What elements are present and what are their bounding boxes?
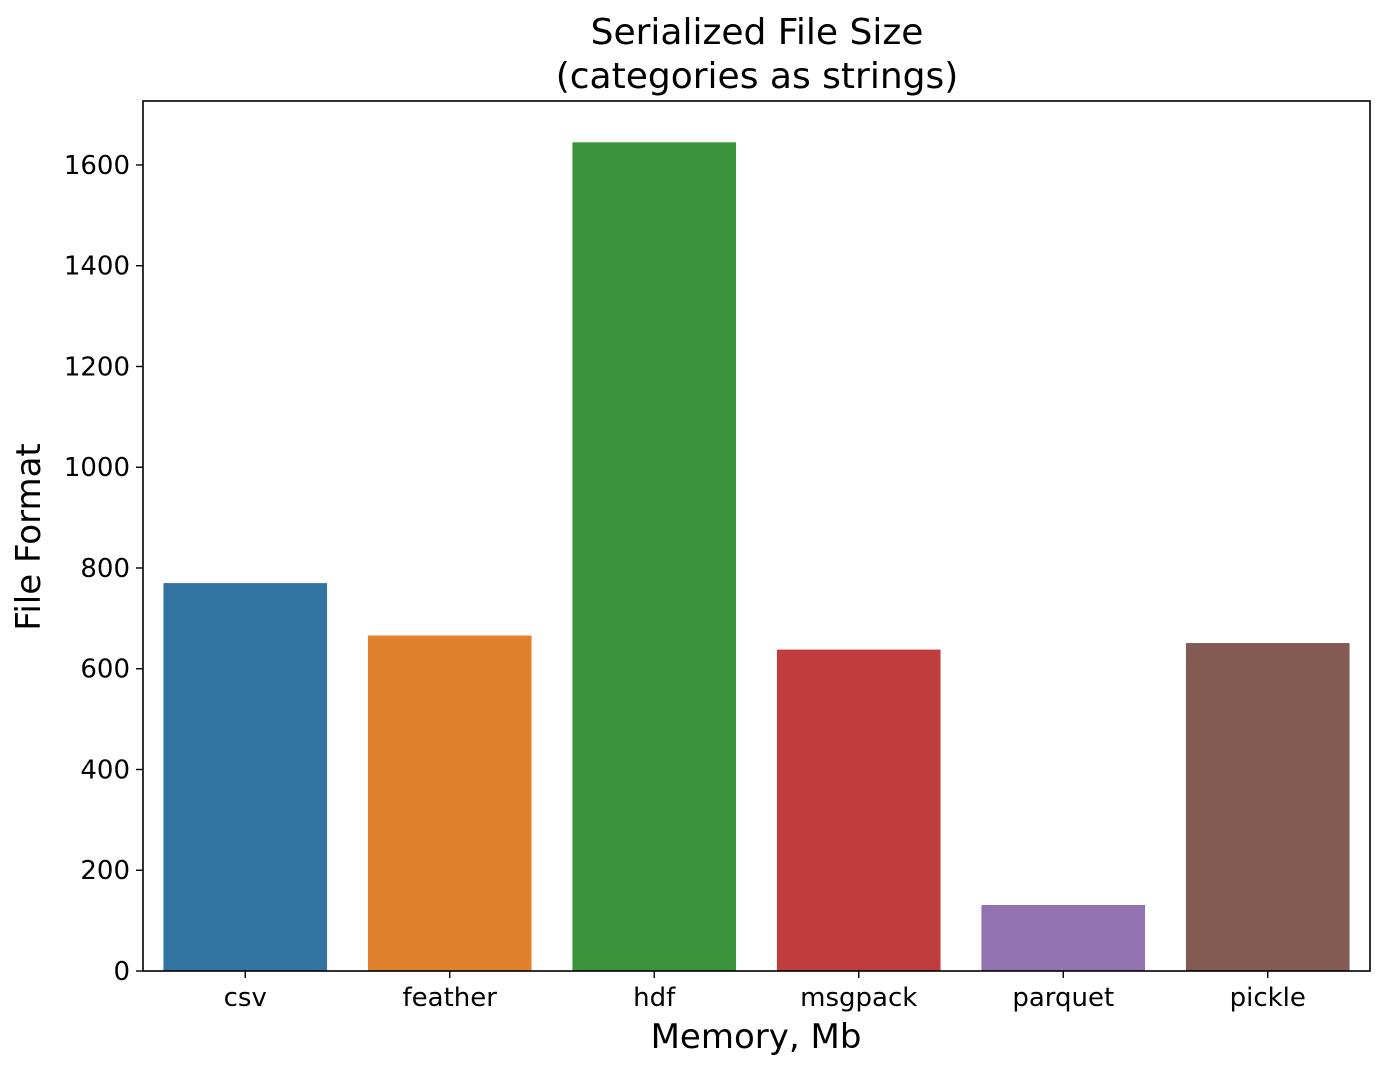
x-tick-label-parquet: parquet — [1012, 983, 1114, 1013]
y-tick-label-1200: 1200 — [64, 352, 130, 382]
x-tick-label-hdf: hdf — [633, 983, 676, 1013]
x-axis-label: Memory, Mb — [651, 1017, 862, 1057]
bar-parquet — [981, 905, 1146, 971]
y-tick-label-1600: 1600 — [64, 151, 130, 181]
bar-pickle — [1185, 643, 1350, 971]
y-tick-label-1000: 1000 — [64, 453, 130, 483]
y-tick-label-600: 600 — [80, 655, 130, 685]
x-tick-label-msgpack: msgpack — [800, 983, 917, 1013]
x-axis-ticks: csv feather hdf msgpack parquet pickle — [224, 971, 1306, 1013]
y-tick-label-1400: 1400 — [64, 252, 130, 282]
bar-msgpack — [776, 649, 941, 971]
y-tick-label-400: 400 — [80, 755, 130, 785]
x-tick-label-feather: feather — [403, 983, 498, 1013]
plot-frame — [142, 100, 1371, 972]
chart-title-line-1: Serialized File Size — [591, 12, 924, 53]
y-tick-label-200: 200 — [80, 856, 130, 886]
y-axis-label: File Format — [9, 443, 49, 631]
bar-feather — [367, 635, 532, 971]
bar-csv — [163, 583, 328, 971]
chart-title-line-2: (categories as strings) — [556, 56, 959, 97]
y-axis-ticks: 0 200 400 600 800 1000 1200 1400 1600 — [64, 151, 143, 987]
y-tick-label-800: 800 — [80, 554, 130, 584]
x-tick-label-pickle: pickle — [1230, 983, 1306, 1013]
x-tick-label-csv: csv — [224, 983, 267, 1013]
bar-hdf — [572, 142, 737, 971]
bars-group — [163, 142, 1350, 971]
y-tick-label-0: 0 — [113, 957, 130, 987]
